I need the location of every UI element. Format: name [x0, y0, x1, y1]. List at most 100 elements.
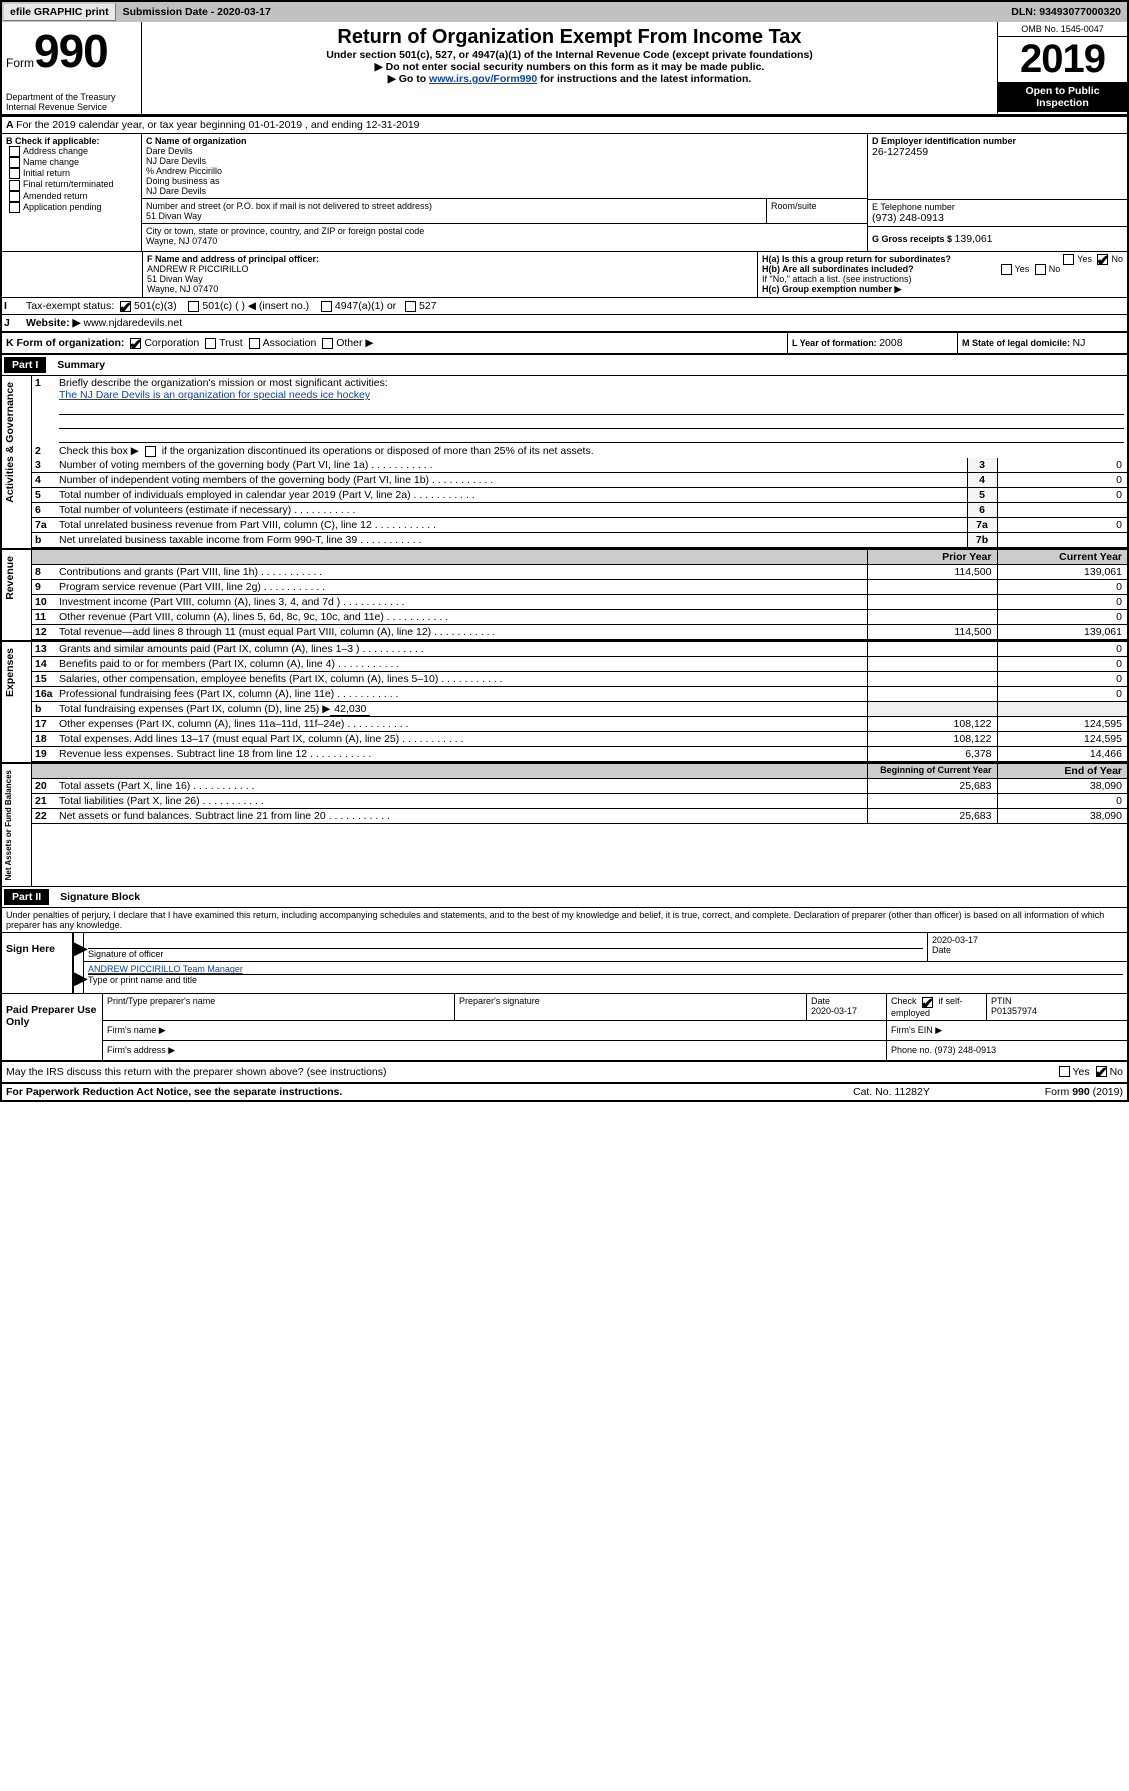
chk-527[interactable]	[405, 301, 416, 312]
c-name-lbl: C Name of organization	[146, 136, 863, 146]
chk-final-return[interactable]	[9, 180, 20, 191]
form-title: Return of Organization Exempt From Incom…	[146, 26, 993, 49]
omb-number: OMB No. 1545-0047	[998, 22, 1127, 37]
line-box: 7a	[967, 518, 997, 533]
chk-corp[interactable]	[130, 338, 141, 349]
line-num: 3	[32, 458, 56, 473]
line-num: 7a	[32, 518, 56, 533]
officer-typed-name[interactable]: ANDREW PICCIRILLO Team Manager	[88, 964, 243, 974]
hc-lbl: H(c) Group exemption number ▶	[762, 284, 1123, 295]
paid-preparer-label: Paid Preparer Use Only	[2, 994, 102, 1059]
goto-pre: ▶ Go to	[388, 73, 429, 85]
line-num: 10	[32, 595, 56, 610]
line-text: Total number of volunteers (estimate if …	[56, 503, 967, 518]
form-word: Form	[6, 56, 34, 70]
col-begin-year: Beginning of Current Year	[867, 764, 997, 779]
ha-yes[interactable]	[1063, 254, 1074, 265]
discuss-yes[interactable]	[1059, 1066, 1070, 1077]
hb-lbl: H(b) Are all subordinates included?	[762, 264, 914, 274]
org-name1: Dare Devils	[146, 146, 863, 156]
line-text: Revenue less expenses. Subtract line 18 …	[56, 747, 867, 762]
line-box: 3	[967, 458, 997, 473]
line-text: Total revenue—add lines 8 through 11 (mu…	[56, 625, 867, 640]
line-num: 13	[32, 642, 56, 657]
current-year-val: 0	[997, 687, 1127, 702]
form990-link[interactable]: www.irs.gov/Form990	[429, 73, 537, 85]
form-number: 990	[34, 25, 108, 77]
line-val	[997, 503, 1127, 518]
line-text: Total liabilities (Part X, line 26)	[56, 794, 867, 809]
form-subtitle: Under section 501(c), 527, or 4947(a)(1)…	[146, 49, 993, 61]
sig-date-val: 2020-03-17	[932, 935, 1123, 945]
side-net-assets: Net Assets or Fund Balances	[2, 764, 15, 886]
part2-title: Signature Block	[52, 891, 140, 903]
chk-assoc[interactable]	[249, 338, 260, 349]
m-lbl: M State of legal domicile:	[962, 338, 1073, 348]
chk-501c[interactable]	[188, 301, 199, 312]
line-num: 19	[32, 747, 56, 762]
line-text: Contributions and grants (Part VIII, lin…	[56, 565, 867, 580]
current-year-val: 0	[997, 794, 1127, 809]
chk-discontinued[interactable]	[145, 446, 156, 457]
chk-app-pending[interactable]	[9, 202, 20, 213]
mission-link[interactable]: The NJ Dare Devils is an organization fo…	[59, 389, 370, 401]
prep-sig-lbl: Preparer's signature	[455, 994, 807, 1019]
col-prior-year: Prior Year	[867, 550, 997, 565]
sig-date-lbl: Date	[932, 945, 1123, 955]
current-year-val: 0	[997, 672, 1127, 687]
prior-year-val	[867, 610, 997, 625]
ssn-warning: ▶ Do not enter social security numbers o…	[146, 61, 993, 73]
discuss-lbl: May the IRS discuss this return with the…	[6, 1066, 387, 1078]
current-year-val: 0	[997, 580, 1127, 595]
line-text: Total expenses. Add lines 13–17 (must eq…	[56, 732, 867, 747]
cat-no: Cat. No. 11282Y	[853, 1086, 1003, 1098]
chk-501c3[interactable]	[120, 301, 131, 312]
form-footer: Form 990 (2019)	[1003, 1086, 1123, 1098]
line-a-text: For the 2019 calendar year, or tax year …	[16, 119, 302, 131]
officer-name: ANDREW R PICCIRILLO	[147, 264, 753, 274]
chk-trust[interactable]	[205, 338, 216, 349]
prior-year-val: 108,122	[867, 717, 997, 732]
open-public-badge: Open to Public Inspection	[998, 82, 1127, 112]
ptin-val: P01357974	[991, 1006, 1037, 1016]
hb-yes[interactable]	[1001, 264, 1012, 275]
chk-initial-return[interactable]	[9, 168, 20, 179]
chk-other[interactable]	[322, 338, 333, 349]
perjury-declaration: Under penalties of perjury, I declare th…	[2, 908, 1127, 932]
officer-addr1: 51 Divan Way	[147, 274, 753, 284]
chk-self-employed[interactable]	[922, 997, 933, 1008]
phone-val: (973) 248-0913	[872, 212, 1123, 224]
current-year-val: 0	[997, 657, 1127, 672]
sign-here-label: Sign Here	[2, 933, 72, 993]
e-lbl: E Telephone number	[872, 202, 1123, 212]
part1-title: Summary	[49, 359, 105, 371]
current-year-val: 139,061	[997, 625, 1127, 640]
ein-val: 26-1272459	[872, 146, 1123, 158]
line-num: 22	[32, 809, 56, 824]
side-revenue: Revenue	[2, 550, 18, 606]
ha-no[interactable]	[1097, 254, 1108, 265]
line-16b-text: Total fundraising expenses (Part IX, col…	[59, 703, 330, 715]
l1-lbl: Briefly describe the organization's miss…	[59, 377, 388, 389]
chk-amended[interactable]	[9, 191, 20, 202]
line-box: 6	[967, 503, 997, 518]
line-num: b	[32, 533, 56, 548]
chk-se-lbl: Check	[891, 996, 917, 1006]
chk-name-change[interactable]	[9, 157, 20, 168]
line-num: 17	[32, 717, 56, 732]
prior-year-val: 114,500	[867, 565, 997, 580]
line-text: Number of independent voting members of …	[56, 473, 967, 488]
col-current-year: Current Year	[997, 550, 1127, 565]
line-text: Other expenses (Part IX, column (A), lin…	[56, 717, 867, 732]
line-text: Salaries, other compensation, employee b…	[56, 672, 867, 687]
i-letter: I	[2, 298, 22, 314]
current-year-val: 0	[997, 642, 1127, 657]
chk-address-change[interactable]	[9, 146, 20, 157]
l2-post: if the organization discontinued its ope…	[162, 445, 594, 457]
hb-no[interactable]	[1035, 264, 1046, 275]
chk-4947[interactable]	[321, 301, 332, 312]
current-year-val: 0	[997, 610, 1127, 625]
efile-print-button[interactable]: efile GRAPHIC print	[3, 3, 116, 21]
line-text: Professional fundraising fees (Part IX, …	[56, 687, 867, 702]
discuss-no[interactable]	[1096, 1066, 1107, 1077]
